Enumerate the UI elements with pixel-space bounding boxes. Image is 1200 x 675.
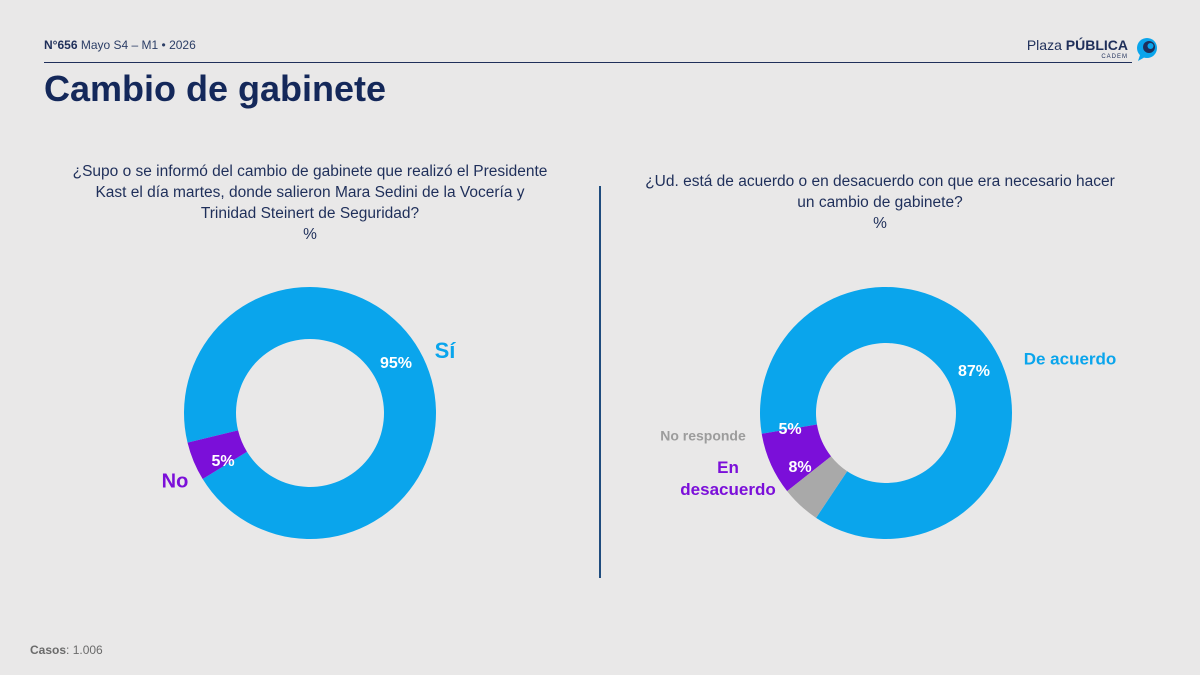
slice-si <box>183 287 437 539</box>
value-label: 87% <box>958 363 990 380</box>
category-label: De acuerdo <box>1024 349 1117 368</box>
question-left-text: ¿Supo o se informó del cambio de gabinet… <box>72 163 548 222</box>
footer-casos: Casos: 1.006 <box>30 643 103 657</box>
category-label: No <box>162 470 189 492</box>
brand-name-light: Plaza <box>1026 37 1066 53</box>
speech-bubble-logo-icon <box>1137 38 1157 61</box>
category-label: Sí <box>435 338 457 363</box>
issue-number: N°656 <box>44 38 78 52</box>
vertical-divider <box>599 186 601 578</box>
page-title: Cambio de gabinete <box>44 68 387 109</box>
value-label: 8% <box>788 459 811 476</box>
slice-de-acuerdo <box>760 287 1012 539</box>
category-label: No responde <box>660 428 746 444</box>
casos-value: : 1.006 <box>66 643 103 657</box>
slice-en-desacuerdo <box>761 424 832 492</box>
brand-logo-block: Plaza PÚBLICA CADEM <box>1027 38 1160 68</box>
issue-detail: Mayo S4 – M1 • 2026 <box>80 38 196 52</box>
question-right-text: ¿Ud. está de acuerdo o en desacuerdo con… <box>645 173 1115 211</box>
question-left-unit: % <box>303 226 317 243</box>
brand-sub: CADEM <box>1101 54 1128 60</box>
question-right: ¿Ud. está de acuerdo o en desacuerdo con… <box>640 171 1120 234</box>
value-label: 95% <box>380 355 412 372</box>
brand-name-bold: PÚBLICA <box>1065 37 1128 53</box>
value-label: 5% <box>778 421 801 438</box>
question-left: ¿Supo o se informó del cambio de gabinet… <box>70 161 550 245</box>
issue-info: N°656 Mayo S4 – M1 • 2026 <box>44 38 196 52</box>
slice-no-responde <box>787 456 848 518</box>
value-label: 5% <box>211 453 234 470</box>
casos-label: Casos <box>30 643 67 657</box>
category-label: En desacuerdo <box>680 458 775 499</box>
question-right-unit: % <box>873 215 887 232</box>
slice-no <box>187 430 247 480</box>
header-rule <box>44 62 1132 63</box>
